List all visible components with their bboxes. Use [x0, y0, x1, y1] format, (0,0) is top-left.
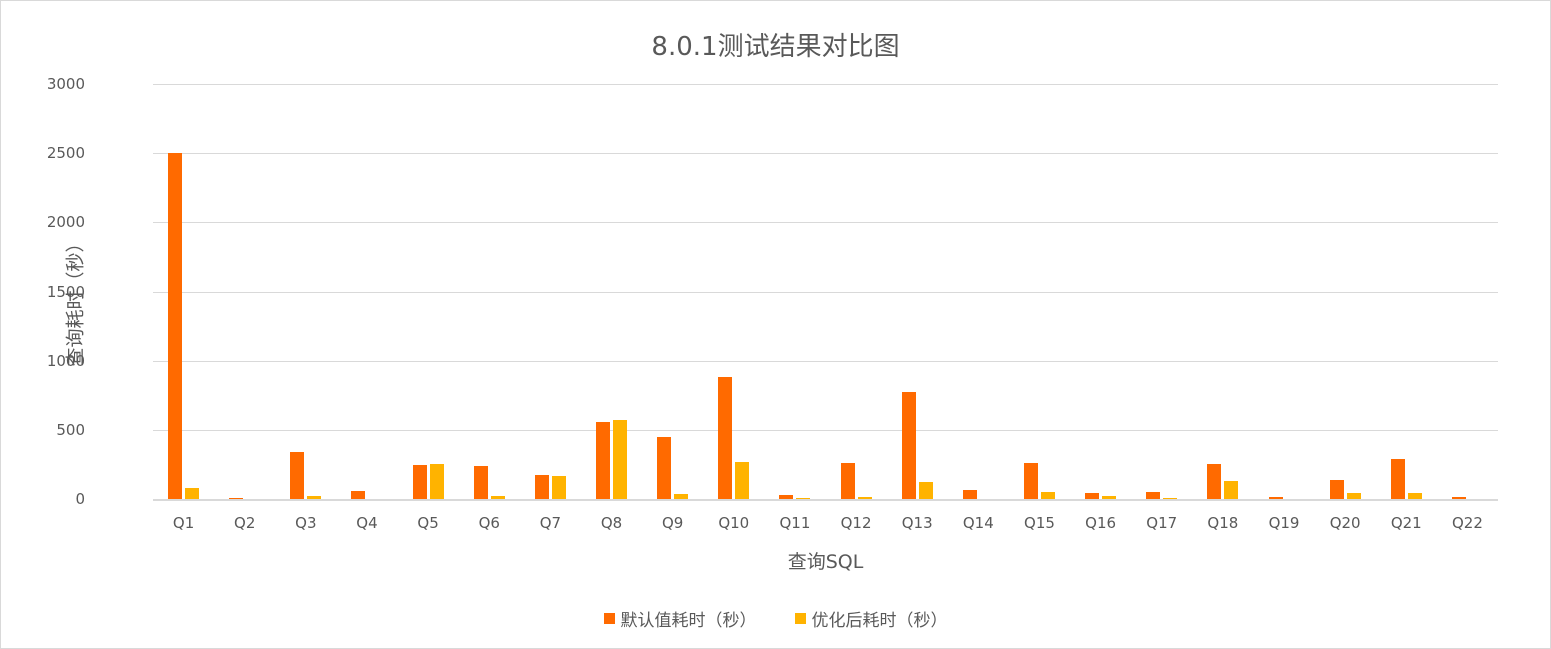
legend-item-optimized[interactable]: 优化后耗时（秒） — [794, 606, 948, 631]
x-tick-label: Q20 — [1329, 514, 1361, 532]
bar-default-q1[interactable] — [168, 153, 183, 499]
bar-optimized-q21[interactable] — [1407, 493, 1422, 499]
legend-swatch-optimized-icon — [794, 613, 806, 624]
legend-label-optimized: 优化后耗时（秒） — [811, 611, 948, 631]
legend-item-default[interactable]: 默认值耗时（秒） — [603, 606, 757, 631]
x-tick-label: Q7 — [539, 514, 562, 532]
gridline — [153, 153, 1498, 155]
bar-optimized-q9[interactable] — [674, 493, 689, 499]
x-tick-label: Q2 — [234, 514, 256, 532]
bar-optimized-q8[interactable] — [613, 420, 628, 499]
gridline — [153, 84, 1498, 85]
y-tick-label: 500 — [56, 420, 85, 439]
bar-optimized-q12[interactable] — [857, 496, 872, 499]
x-tick-label: Q12 — [840, 514, 872, 532]
plot-area: 0 500 1000 1500 2000 2500 3000 Q1 Q2 Q3 Q4 Q5 Q6 Q7 Q8… — [47, 75, 1498, 532]
gridline — [153, 291, 1498, 293]
x-tick-label: Q17 — [1146, 514, 1178, 532]
x-tick-label: Q22 — [1451, 514, 1483, 532]
bar-default-q19[interactable] — [1268, 496, 1283, 499]
bar-optimized-q11[interactable] — [796, 497, 811, 499]
x-tick-label: Q8 — [600, 514, 623, 532]
bar-optimized-q13[interactable] — [918, 482, 933, 499]
y-tick-label: 1000 — [46, 351, 85, 370]
x-tick-label: Q6 — [478, 514, 500, 532]
x-tick-label: Q13 — [901, 514, 933, 532]
bar-optimized-q5[interactable] — [429, 464, 444, 499]
bar-optimized-q17[interactable] — [1163, 497, 1178, 499]
bar-optimized-q18[interactable] — [1224, 480, 1239, 499]
bar-optimized-q7[interactable] — [551, 475, 566, 499]
bar-default-q16[interactable] — [1085, 493, 1100, 499]
bar-default-q10[interactable] — [718, 376, 733, 499]
x-tick-label: Q4 — [356, 514, 378, 532]
bar-default-q20[interactable] — [1329, 479, 1344, 499]
legend: 默认值耗时（秒） 优化后耗时（秒） — [0, 606, 1551, 631]
x-tick-label: Q19 — [1268, 514, 1300, 532]
bar-default-q7[interactable] — [534, 474, 549, 499]
y-tick-label: 2000 — [46, 213, 85, 232]
bar-optimized-q3[interactable] — [307, 495, 322, 499]
bar-optimized-q20[interactable] — [1346, 492, 1361, 499]
bar-optimized-q10[interactable] — [735, 461, 750, 499]
x-axis-title: 查询SQL — [787, 551, 864, 573]
bar-default-q12[interactable] — [840, 463, 855, 499]
bar-default-q22[interactable] — [1451, 496, 1466, 499]
gridline — [153, 429, 1498, 431]
y-tick-label: 3000 — [46, 75, 85, 93]
legend-swatch-default-icon — [603, 613, 615, 624]
x-tick-label: Q14 — [962, 514, 994, 532]
bar-optimized-q1[interactable] — [185, 487, 200, 499]
x-tick-label: Q16 — [1085, 514, 1117, 532]
gridline — [153, 222, 1498, 224]
bar-optimized-q6[interactable] — [490, 496, 505, 499]
x-tick-label: Q5 — [417, 514, 439, 532]
x-tick-label: Q9 — [661, 514, 684, 532]
x-tick-label: Q11 — [779, 514, 811, 532]
x-tick-label: Q15 — [1024, 514, 1055, 532]
chart-title: 8.0.1测试结果对比图 — [651, 32, 900, 62]
bar-optimized-q15[interactable] — [1040, 491, 1055, 499]
gridline — [153, 499, 1498, 501]
bar-default-q15[interactable] — [1023, 463, 1038, 499]
bar-default-q2[interactable] — [229, 498, 244, 499]
bar-default-q8[interactable] — [596, 422, 611, 499]
bar-default-q11[interactable] — [779, 494, 794, 499]
bar-optimized-q16[interactable] — [1102, 495, 1117, 499]
gridline — [153, 360, 1498, 362]
bar-default-q3[interactable] — [290, 451, 305, 499]
x-tick-label: Q21 — [1390, 514, 1422, 532]
legend-label-default: 默认值耗时（秒） — [620, 611, 757, 631]
bar-default-q21[interactable] — [1390, 458, 1405, 499]
bar-default-q13[interactable] — [901, 392, 916, 499]
bar-default-q14[interactable] — [962, 489, 977, 499]
x-tick-label: Q18 — [1207, 514, 1239, 532]
bar-default-q9[interactable] — [657, 437, 672, 499]
bar-default-q6[interactable] — [473, 465, 488, 499]
bar-default-q18[interactable] — [1207, 463, 1222, 499]
x-tick-label: Q3 — [295, 514, 317, 532]
bar-default-q5[interactable] — [412, 465, 427, 499]
bar-default-q4[interactable] — [351, 490, 366, 499]
y-tick-label: 0 — [75, 490, 85, 508]
y-tick-label: 1500 — [46, 282, 85, 301]
bar-default-q17[interactable] — [1146, 491, 1161, 499]
y-tick-label: 2500 — [46, 144, 85, 163]
x-tick-label: Q1 — [172, 514, 195, 532]
x-tick-label: Q10 — [718, 514, 750, 532]
